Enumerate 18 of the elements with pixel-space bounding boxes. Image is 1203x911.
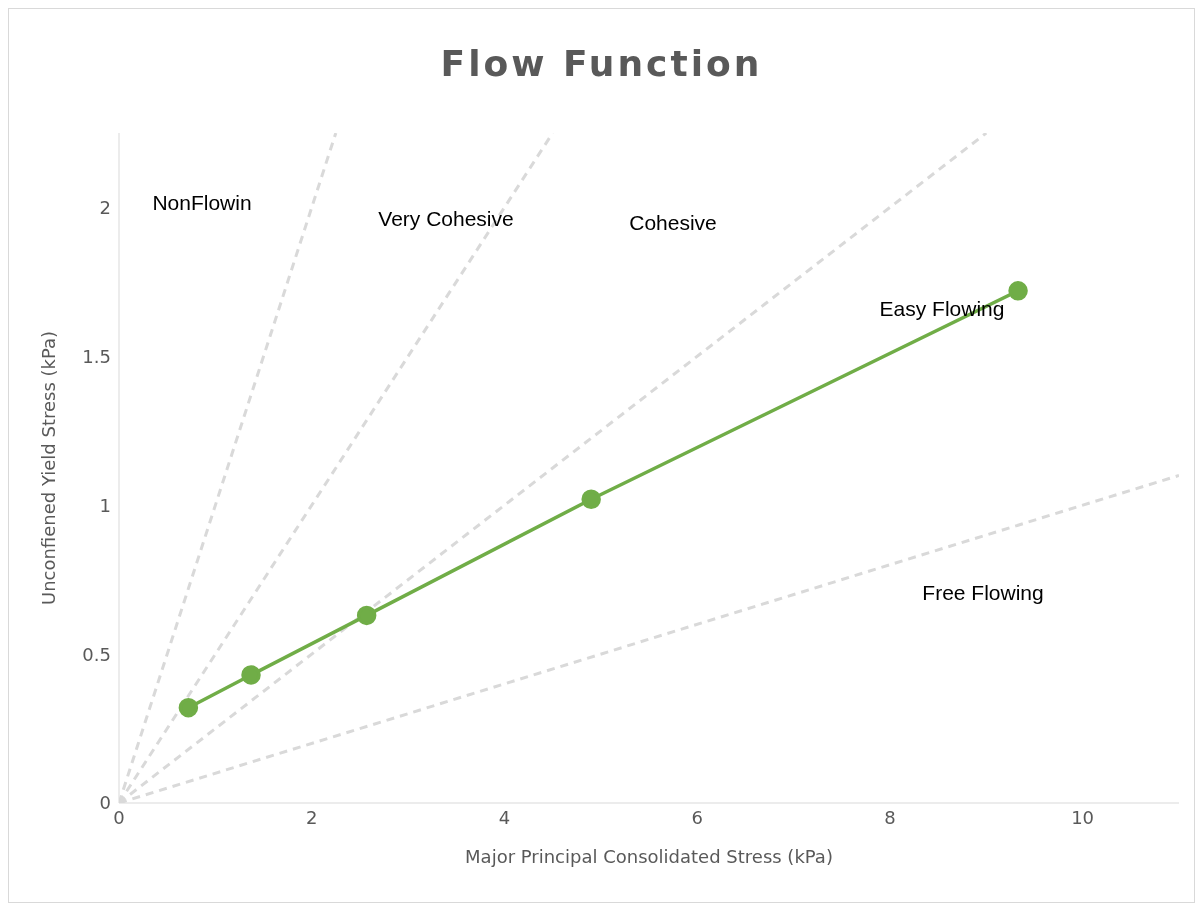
- x-tick-label: 6: [691, 806, 703, 828]
- y-tick-label: 1.5: [82, 345, 111, 367]
- x-tick-label: 0: [113, 806, 125, 828]
- x-axis-title: Major Principal Consolidated Stress (kPa): [465, 846, 833, 867]
- y-axis-title: Unconfiened Yield Stress (kPa): [38, 330, 60, 606]
- x-tick-label: 4: [498, 806, 511, 828]
- x-tick-label: 10: [1071, 806, 1095, 828]
- x-tick-label: 8: [884, 806, 896, 828]
- y-tick-label: 0: [99, 792, 111, 814]
- y-tick-label: 0.5: [82, 643, 111, 665]
- annotation: Very Cohesive: [378, 207, 514, 231]
- chart-title: Flow Function: [439, 42, 764, 86]
- y-tick-label: 2: [99, 196, 111, 218]
- y-tick-label: 1: [99, 494, 111, 516]
- annotation: Free Flowing: [922, 581, 1044, 605]
- x-tick-label: 2: [306, 806, 318, 828]
- annotation: NonFlowin: [152, 191, 252, 215]
- annotation: Cohesive: [629, 211, 717, 235]
